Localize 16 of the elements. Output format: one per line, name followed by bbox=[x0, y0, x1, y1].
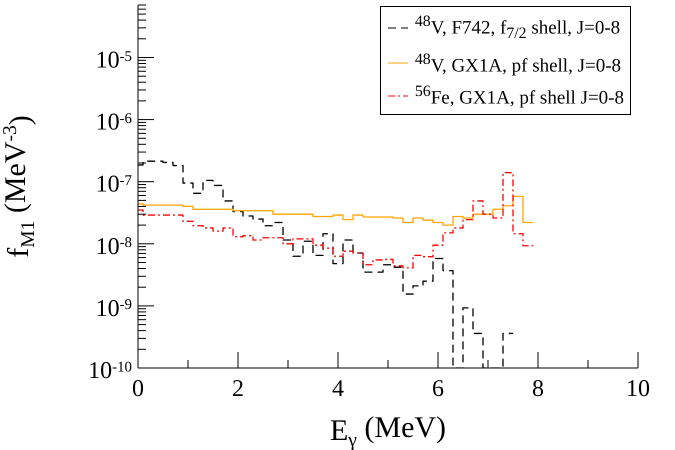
y-tick-label: 10$^{-8}$ bbox=[96, 234, 132, 260]
legend-label: $^{48}$V, F742, f$_{7/2}$ shell, J=0-8 bbox=[414, 12, 620, 44]
y-tick-label: 10$^{-5}$ bbox=[96, 47, 132, 74]
y-tick-label: 10$^{-7}$ bbox=[96, 172, 133, 198]
x-axis-title: E$_{γ}$ (MeV) bbox=[330, 410, 446, 450]
x-tick-label: 0 bbox=[132, 376, 144, 402]
x-tick-label: 10 bbox=[626, 376, 650, 402]
legend-label: $^{56}$Fe, GX1A, pf shell J=0-8 bbox=[414, 82, 624, 111]
x-tick-label: 2 bbox=[232, 376, 244, 402]
x-tick-label: 4 bbox=[332, 376, 344, 402]
y-tick-label: 10$^{-9}$ bbox=[96, 296, 132, 322]
y-tick-label: 10$^{-6}$ bbox=[96, 110, 132, 136]
x-tick-label: 6 bbox=[432, 376, 444, 402]
x-tick-label: 8 bbox=[532, 376, 544, 402]
legend-label: $^{48}$V, GX1A, pf shell, J=0-8 bbox=[414, 50, 622, 78]
y-tick-label: 10$^{-10}$ bbox=[88, 358, 132, 384]
